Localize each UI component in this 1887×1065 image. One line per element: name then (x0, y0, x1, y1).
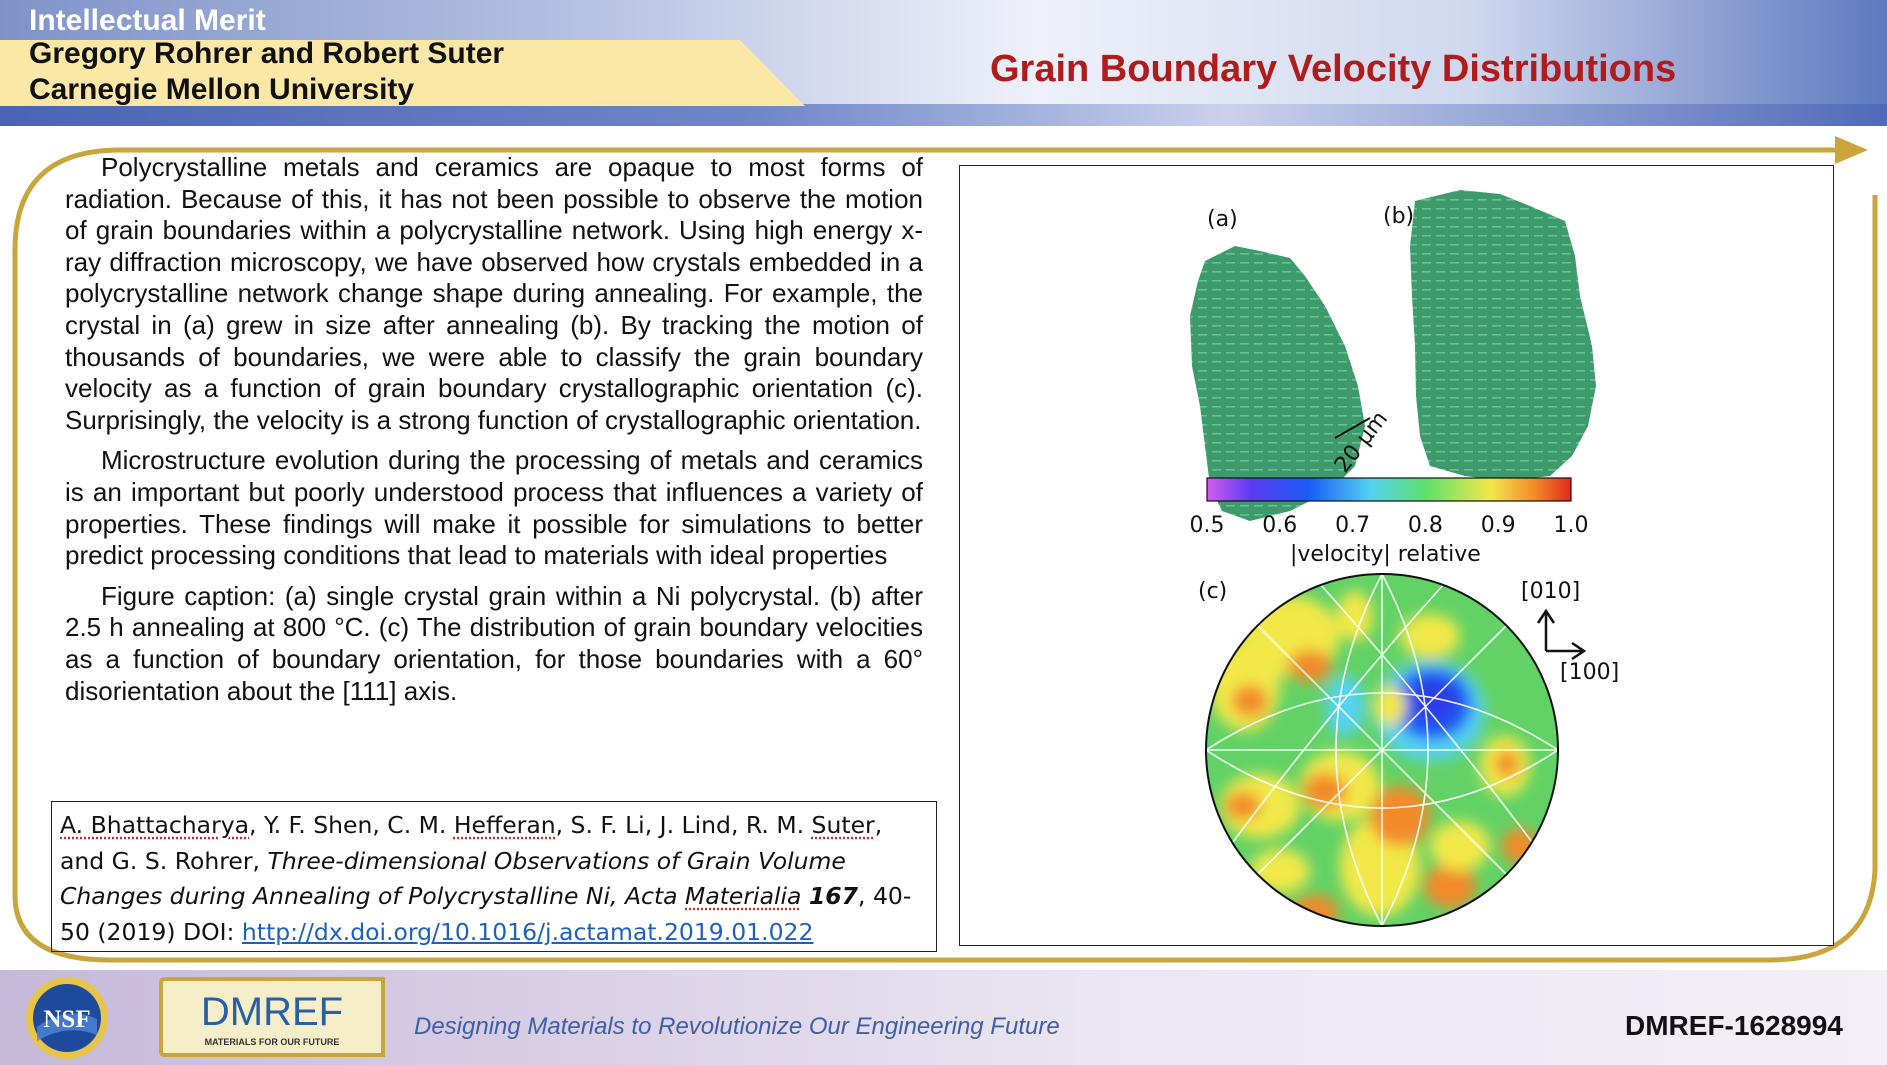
ref-journal: Acta (624, 882, 686, 910)
axes-arrows-icon (1536, 608, 1587, 661)
arrow-head-icon (1835, 136, 1868, 164)
panel-c-label: (c) (1198, 579, 1227, 604)
grain-b-shape (1410, 190, 1596, 481)
ref-text: , S. F. Li, J. Lind, R. M. (555, 811, 812, 839)
colorbar-tick-label: 0.6 (1262, 513, 1297, 538)
award-number: DMREF-1628994 (1625, 1010, 1843, 1041)
author-block: Gregory Rohrer and Robert Suter Carnegie… (29, 36, 504, 108)
nsf-logo-text: NSF (43, 1006, 90, 1033)
reference-box: A. Bhattacharya, Y. F. Shen, C. M. Heffe… (51, 801, 937, 952)
ref-title: Three-dimensional Observations of Grain … (60, 846, 846, 911)
ref-author: Suter (811, 811, 875, 839)
header-band (0, 104, 1887, 126)
colorbar-tick-label: 0.5 (1190, 513, 1225, 538)
axis-010-label: [010] (1521, 579, 1580, 604)
figure-panel: (a) (b) 20 μm 0.5 0.6 0.7 0.8 0.9 1.0 |veloci… (959, 165, 1834, 946)
ref-text: , Y. F. Shen, C. M. (249, 811, 454, 839)
ref-author: Hefferan (453, 811, 556, 839)
authors-names: Gregory Rohrer and Robert Suter (29, 37, 505, 70)
footer-tagline: Designing Materials to Revolutionize Our… (414, 1013, 1060, 1040)
colorbar-tick-label: 0.9 (1481, 513, 1516, 538)
ref-volume: 167 (808, 882, 858, 910)
panel-a-label: (a) (1207, 207, 1238, 232)
dmref-logo-subtext: MATERIALS FOR OUR FUTURE (205, 1037, 340, 1047)
ref-author: A. Bhattacharya (60, 811, 250, 839)
ref-text: , and G. S. Rohrer, (60, 811, 883, 875)
body-text: Polycrystalline metals and ceramics are … (65, 152, 923, 716)
paragraph-caption: Figure caption: (a) single crystal grain… (65, 580, 923, 706)
ref-pages: , 40-50 (2019) DOI: (60, 882, 912, 946)
colorbar (1206, 477, 1572, 502)
authors-institution: Carnegie Mellon University (29, 73, 415, 106)
colorbar-label: |velocity| relative (1290, 542, 1481, 567)
colorbar-tick-label: 0.7 (1335, 513, 1370, 538)
dmref-logo-icon: DMREF MATERIALS FOR OUR FUTURE (159, 977, 385, 1057)
figure-graphic: (a) (b) 20 μm 0.5 0.6 0.7 0.8 0.9 1.0 |veloci… (1190, 190, 1619, 927)
stereogram-outline (1205, 573, 1559, 927)
colorbar-tick-label: 1.0 (1554, 513, 1589, 538)
paragraph-intro: Polycrystalline metals and ceramics are … (65, 152, 923, 435)
nsf-logo-icon: NSF (26, 977, 108, 1059)
dmref-logo-text: DMREF (201, 990, 343, 1034)
colorbar-tick-label: 0.8 (1408, 513, 1443, 538)
author-band (0, 40, 805, 106)
velocity-map (1206, 574, 1558, 926)
paragraph-significance: Microstructure evolution during the proc… (65, 445, 923, 571)
program-label: Intellectual Merit (29, 4, 266, 37)
doi-link[interactable]: http://dx.doi.org/10.1016/j.actamat.2019… (241, 917, 814, 946)
panel-b-label: (b) (1383, 204, 1414, 229)
axis-100-label: [100] (1560, 660, 1619, 685)
slide-title: Grain Boundary Velocity Distributions (990, 48, 1677, 90)
scale-bar (1334, 417, 1371, 439)
colorbar-ticks: 0.5 0.6 0.7 0.8 0.9 1.0 (1190, 513, 1589, 538)
grain-a-shape (1190, 246, 1365, 521)
ref-journal: Materialia (685, 882, 802, 910)
